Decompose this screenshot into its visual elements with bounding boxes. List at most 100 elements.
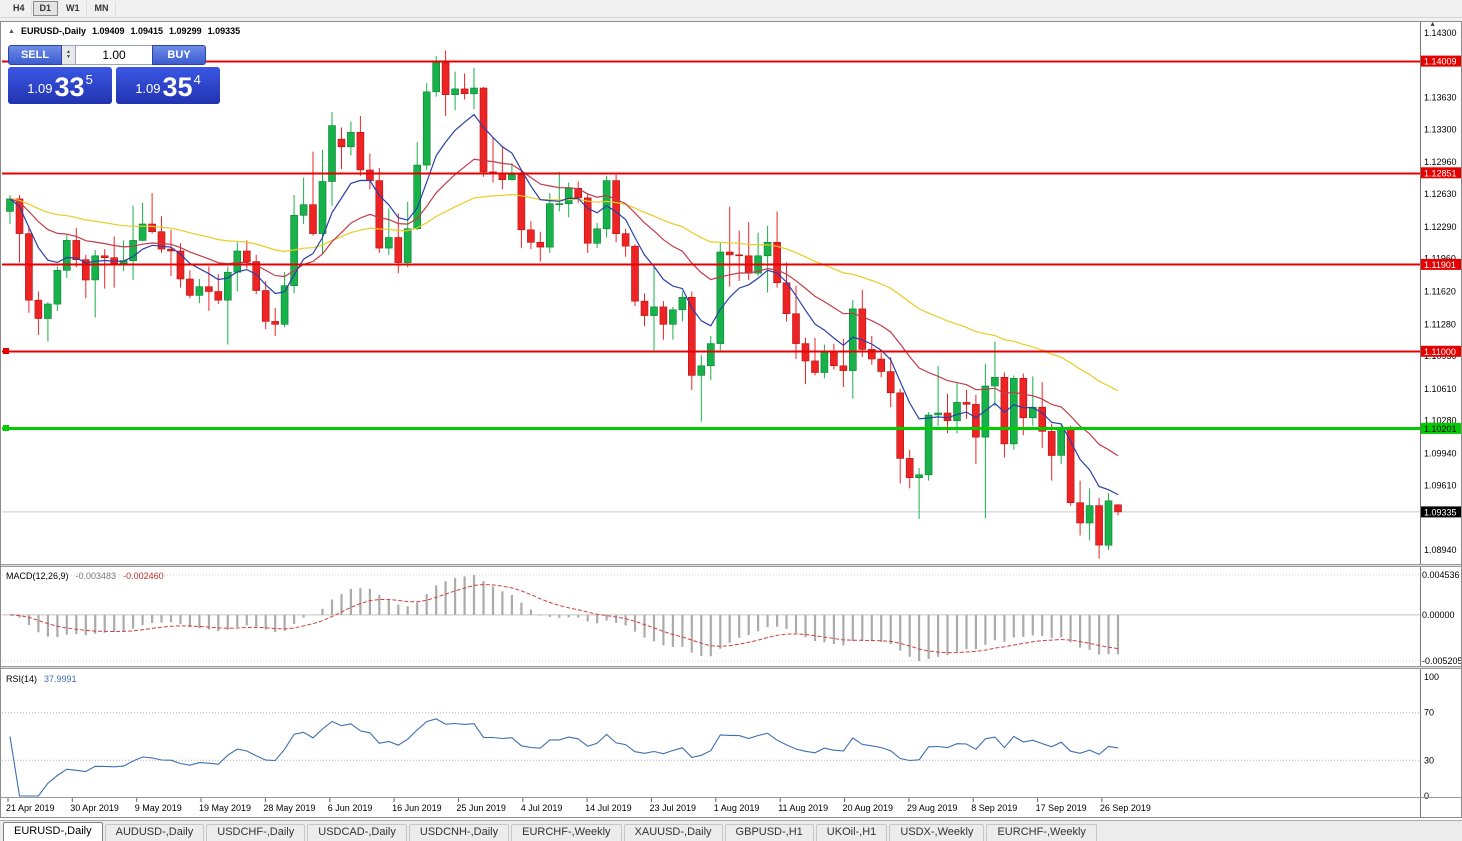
ohlc-close: 1.09335: [207, 26, 241, 36]
buy-price-pipette: 4: [193, 72, 201, 87]
price-axis[interactable]: 1.14300 1.13630 1.13300 1.12960 1.12630 1.122…: [1420, 22, 1462, 817]
rsi-value: 37.9991: [44, 674, 77, 684]
buy-price-display[interactable]: 1.09 35 4: [116, 67, 220, 104]
chart-tab-usdchf-daily[interactable]: USDCHF-,Daily: [206, 824, 306, 841]
candles-layer: [6, 50, 1122, 559]
svg-text:1.10610: 1.10610: [1424, 384, 1457, 394]
svg-text:11 Aug 2019: 11 Aug 2019: [778, 803, 828, 813]
svg-text:25 Jun 2019: 25 Jun 2019: [456, 803, 506, 813]
svg-text:1 Aug 2019: 1 Aug 2019: [714, 803, 760, 813]
svg-text:1.11280: 1.11280: [1424, 319, 1456, 329]
svg-text:30 Apr 2019: 30 Apr 2019: [70, 803, 119, 813]
svg-text:1.11000: 1.11000: [1424, 347, 1456, 357]
timeframe-toolbar: H4 D1 W1 MN: [0, 0, 1462, 18]
one-click-collapse-icon[interactable]: ▲: [8, 27, 15, 35]
svg-text:17 Sep 2019: 17 Sep 2019: [1036, 803, 1087, 813]
volume-spinner[interactable]: ▲ ▼: [62, 45, 76, 65]
svg-text:1.10201: 1.10201: [1424, 424, 1457, 434]
svg-text:1.12960: 1.12960: [1424, 157, 1457, 167]
volume-input[interactable]: [76, 45, 152, 65]
date-axis[interactable]: 21 Apr 2019 30 Apr 2019 9 May 2019 19 May 2…: [6, 798, 1151, 813]
svg-text:1.13300: 1.13300: [1424, 125, 1457, 135]
svg-text:8 Sep 2019: 8 Sep 2019: [971, 803, 1017, 813]
svg-text:1.09610: 1.09610: [1424, 480, 1457, 490]
buy-price-base: 1.09: [135, 81, 161, 96]
sell-price-pipette: 5: [85, 72, 93, 87]
chart-tab-eurchf-weekly[interactable]: EURCHF-,Weekly: [511, 824, 622, 841]
svg-text:16 Jun 2019: 16 Jun 2019: [392, 803, 442, 813]
chart-tab-eurusd-daily[interactable]: EURUSD-,Daily: [3, 822, 103, 841]
rsi-pane: 100 70 30 0: [2, 672, 1439, 801]
svg-text:23 Jul 2019: 23 Jul 2019: [650, 803, 697, 813]
chart-scroll-marker-icon[interactable]: ▲: [1429, 21, 1436, 28]
chart-ohlc-header: ▲ EURUSD-,Daily 1.09409 1.09415 1.09299 …: [8, 26, 240, 36]
chart-tab-usdx-weekly[interactable]: USDX-,Weekly: [889, 824, 985, 841]
svg-text:1.09940: 1.09940: [1424, 449, 1457, 459]
svg-text:1.10280: 1.10280: [1424, 416, 1457, 426]
svg-text:1.11901: 1.11901: [1424, 260, 1456, 270]
sell-button[interactable]: SELL: [8, 45, 62, 65]
ma-lines-layer: [9, 113, 1119, 496]
chart-tab-ukoil-h1[interactable]: UKOil-,H1: [815, 824, 888, 841]
svg-text:1.11620: 1.11620: [1424, 287, 1456, 297]
svg-text:21 Apr 2019: 21 Apr 2019: [6, 803, 55, 813]
svg-text:1.12630: 1.12630: [1424, 189, 1457, 199]
svg-text:4 Jul 2019: 4 Jul 2019: [521, 803, 563, 813]
sell-price-pips: 33: [54, 72, 85, 102]
chart-tab-audusd-daily[interactable]: AUDUSD-,Daily: [104, 824, 205, 841]
chart-tabs-bar: EURUSD-,Daily AUDUSD-,Daily USDCHF-,Daily U…: [0, 820, 1462, 841]
svg-text:30: 30: [1424, 755, 1434, 765]
macd-main-value: -0.003483: [75, 571, 117, 581]
chart-area[interactable]: 1.14300 1.13630 1.13300 1.12960 1.12630 1.122…: [0, 18, 1462, 820]
svg-text:-0.005205: -0.005205: [1422, 656, 1462, 666]
buy-button[interactable]: BUY: [152, 45, 206, 65]
svg-text:0.004536: 0.004536: [1422, 570, 1460, 580]
svg-text:0: 0: [1424, 791, 1429, 801]
timeframe-button-w1[interactable]: W1: [59, 1, 87, 16]
svg-text:28 May 2019: 28 May 2019: [263, 803, 315, 813]
ohlc-high: 1.09415: [130, 26, 164, 36]
timeframe-button-mn[interactable]: MN: [87, 1, 116, 16]
chart-tab-usdcad-daily[interactable]: USDCAD-,Daily: [307, 824, 407, 841]
horizontal-line[interactable]: [2, 348, 1420, 354]
svg-text:19 May 2019: 19 May 2019: [199, 803, 251, 813]
chart-tab-eurchf-weekly[interactable]: EURCHF-,Weekly: [986, 824, 1097, 841]
rsi-indicator-label: RSI(14) 37.9991: [6, 674, 77, 684]
sell-price-base: 1.09: [27, 81, 53, 96]
svg-text:0.00000: 0.00000: [1422, 610, 1455, 620]
macd-signal-value: -0.002460: [123, 571, 164, 581]
chart-tab-gbpusd-h1[interactable]: GBPUSD-,H1: [724, 824, 814, 841]
svg-text:9 May 2019: 9 May 2019: [135, 803, 182, 813]
price-chart[interactable]: 1.14300 1.13630 1.13300 1.12960 1.12630 1.122…: [0, 18, 1462, 820]
ohlc-low: 1.09299: [169, 26, 202, 36]
chart-tab-usdcnh-daily[interactable]: USDCNH-,Daily: [408, 824, 510, 841]
macd-indicator-label: MACD(12,26,9) -0.003483 -0.002460: [6, 571, 164, 581]
macd-pane: 0.004536 0.00000 -0.005205: [2, 570, 1462, 666]
chart-tab-xauusd-daily[interactable]: XAUUSD-,Daily: [623, 824, 723, 841]
svg-text:29 Aug 2019: 29 Aug 2019: [907, 803, 958, 813]
svg-text:14 Jul 2019: 14 Jul 2019: [585, 803, 632, 813]
svg-text:1.14009: 1.14009: [1424, 57, 1457, 67]
svg-text:1.11960: 1.11960: [1424, 254, 1456, 264]
buy-price-pips: 35: [162, 72, 193, 102]
horizontal-line[interactable]: [2, 425, 1420, 431]
ohlc-open: 1.09409: [91, 26, 125, 36]
svg-text:1.12290: 1.12290: [1424, 222, 1457, 232]
svg-text:26 Sep 2019: 26 Sep 2019: [1100, 803, 1151, 813]
svg-text:1.08940: 1.08940: [1424, 545, 1457, 555]
spinner-up-icon[interactable]: ▲: [66, 49, 71, 55]
svg-text:100: 100: [1424, 672, 1439, 682]
timeframe-button-h4[interactable]: H4: [6, 1, 32, 16]
svg-text:70: 70: [1424, 708, 1434, 718]
macd-name: MACD(12,26,9): [6, 571, 69, 581]
svg-text:1.12851: 1.12851: [1424, 168, 1457, 178]
timeframe-button-d1[interactable]: D1: [32, 1, 59, 16]
symbol-title: EURUSD-,Daily: [20, 26, 86, 36]
sell-price-display[interactable]: 1.09 33 5: [8, 67, 112, 104]
svg-text:20 Aug 2019: 20 Aug 2019: [843, 803, 894, 813]
spinner-down-icon[interactable]: ▼: [66, 54, 71, 60]
svg-text:1.09335: 1.09335: [1424, 507, 1457, 517]
svg-text:1.13630: 1.13630: [1424, 93, 1457, 103]
